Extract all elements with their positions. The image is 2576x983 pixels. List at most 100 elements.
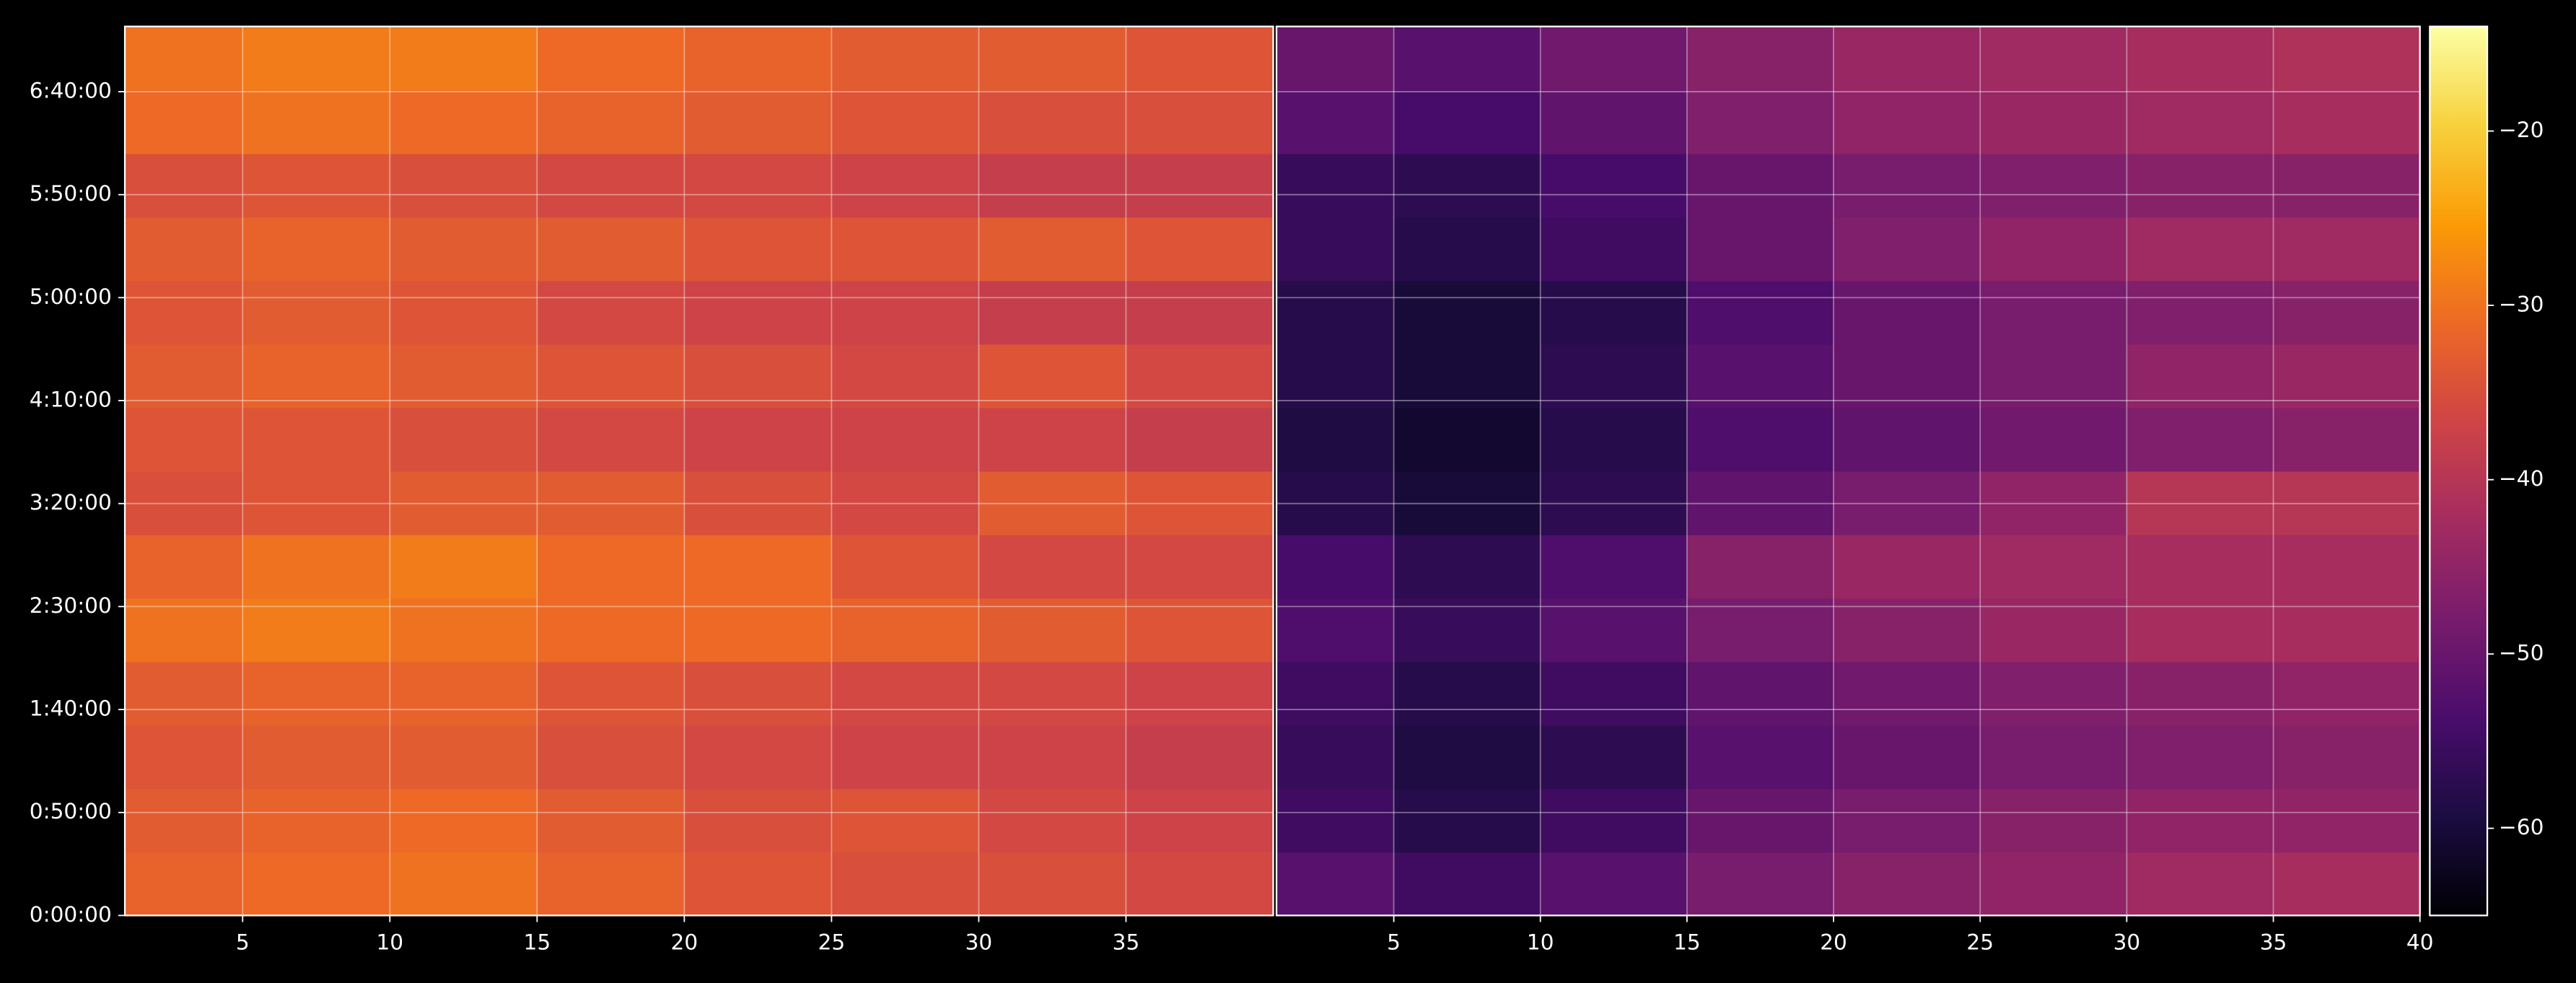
y-tick-label: 1:40:00: [30, 696, 112, 721]
heat-cell: [242, 26, 391, 91]
heat-cell: [125, 407, 244, 472]
heat-cell: [125, 89, 244, 154]
heat-cell: [2273, 661, 2421, 726]
heat-cell: [684, 217, 833, 281]
heat-cell: [125, 280, 244, 345]
heat-cell: [831, 852, 980, 917]
heat-cell: [1393, 725, 1541, 790]
heat-cell: [978, 788, 1127, 853]
heat-cell: [537, 534, 685, 599]
heat-cell: [1126, 89, 1274, 154]
heat-cell: [2273, 89, 2421, 154]
x-tick-label: 5: [1387, 930, 1401, 955]
heat-cell: [684, 344, 833, 409]
heat-cell: [1686, 725, 1834, 790]
heat-cell: [1834, 407, 1981, 472]
heat-cell: [1686, 217, 1834, 281]
y-tick-label: 2:30:00: [30, 593, 112, 618]
colorbar-tick-label: −40: [2499, 466, 2544, 491]
heat-cell: [2273, 153, 2421, 218]
heat-cell: [1393, 280, 1541, 345]
heat-cell: [537, 852, 685, 917]
heat-cell: [1980, 344, 2128, 409]
heat-cell: [831, 153, 980, 218]
heat-cell: [2273, 598, 2421, 663]
heat-cell: [1540, 725, 1688, 790]
colorbar-tick-label: −60: [2499, 815, 2544, 839]
x-tick-label: 10: [1527, 930, 1554, 955]
colorbar-tick-label: −20: [2499, 118, 2544, 142]
heat-cell: [2126, 344, 2274, 409]
heat-cell: [2126, 788, 2274, 853]
heat-cell: [1393, 89, 1541, 154]
axes-frame: [123, 25, 1274, 917]
heat-cell: [831, 534, 980, 599]
heat-cell: [242, 217, 391, 281]
heat-cell: [831, 26, 980, 91]
heat-cell: [2126, 598, 2274, 663]
y-tick-label: 4:10:00: [30, 388, 112, 412]
heat-cell: [537, 788, 685, 853]
heat-cell: [1834, 26, 1981, 91]
heat-cell: [684, 534, 833, 599]
heat-cell: [1393, 344, 1541, 409]
heat-cell: [1686, 534, 1834, 599]
heat-cell: [831, 471, 980, 536]
heat-cell: [831, 280, 980, 345]
heat-cell: [1834, 852, 1981, 917]
heat-cell: [1686, 26, 1834, 91]
heat-cell: [978, 852, 1127, 917]
heat-cell: [390, 788, 538, 853]
heat-cell: [1540, 344, 1688, 409]
heat-cell: [125, 661, 244, 726]
heat-cell: [1276, 661, 1395, 726]
heat-cell: [1980, 598, 2128, 663]
heat-cell: [831, 344, 980, 409]
heat-cell: [390, 280, 538, 345]
heat-cell: [1276, 852, 1395, 917]
heat-cell: [125, 534, 244, 599]
heat-cell: [125, 852, 244, 917]
heat-cell: [1276, 153, 1395, 218]
x-tick-label: 30: [965, 930, 993, 955]
heat-cell: [684, 89, 833, 154]
heat-cell: [2126, 725, 2274, 790]
heat-cell: [1540, 661, 1688, 726]
x-tick-label: 35: [2260, 930, 2287, 955]
x-tick-label: 25: [1966, 930, 1994, 955]
heat-cell: [537, 471, 685, 536]
heat-cell: [242, 153, 391, 218]
heat-cell: [1540, 407, 1688, 472]
heat-cell: [390, 26, 538, 91]
heat-cell: [1126, 280, 1274, 345]
heat-cell: [978, 407, 1127, 472]
heat-cell: [125, 598, 244, 663]
heat-cell: [537, 26, 685, 91]
heat-cell: [1126, 26, 1274, 91]
heat-cell: [1393, 661, 1541, 726]
heat-cell: [1393, 598, 1541, 663]
heat-cell: [684, 407, 833, 472]
axes-frame: [1275, 25, 2421, 917]
heat-cell: [1834, 153, 1981, 218]
heat-cell: [390, 661, 538, 726]
heat-cell: [1393, 26, 1541, 91]
heat-cell: [1276, 471, 1395, 536]
x-tick-label: 20: [671, 930, 698, 955]
heat-cell: [242, 852, 391, 917]
heat-cell: [1980, 725, 2128, 790]
heat-cell: [537, 344, 685, 409]
heat-cell: [1276, 26, 1395, 91]
heat-cell: [537, 407, 685, 472]
heat-cell: [537, 661, 685, 726]
heat-cell: [2273, 280, 2421, 345]
heat-cell: [1126, 598, 1274, 663]
heat-cell: [1980, 471, 2128, 536]
heat-cell: [1540, 153, 1688, 218]
heat-cell: [390, 534, 538, 599]
heat-cell: [390, 344, 538, 409]
heat-cell: [125, 788, 244, 853]
heat-cell: [684, 153, 833, 218]
heat-cell: [125, 471, 244, 536]
heat-cell: [978, 534, 1127, 599]
